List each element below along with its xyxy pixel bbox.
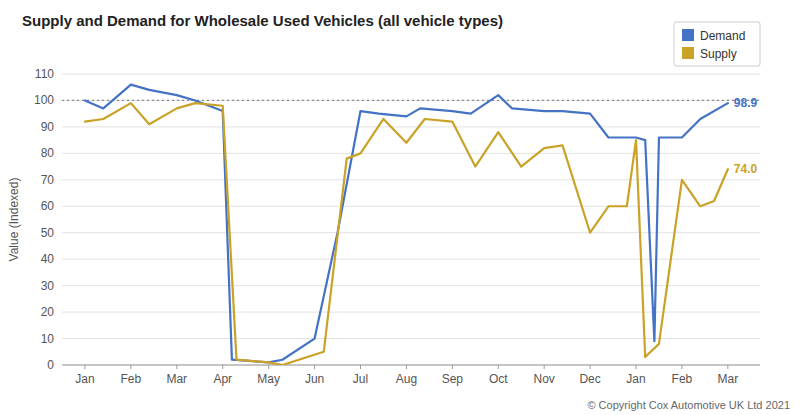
y-tick-label: 10 (41, 332, 55, 346)
series-line (85, 103, 728, 365)
x-tick (590, 365, 591, 369)
x-tick (406, 365, 407, 369)
x-tick-label: Jan (626, 372, 645, 386)
grid-line (62, 126, 760, 127)
grid (62, 74, 760, 365)
x-tick-label: Dec (579, 372, 600, 386)
grid-line (62, 232, 760, 233)
reference-line (62, 100, 760, 101)
x-tick (222, 365, 223, 369)
grid-line (62, 365, 760, 366)
series-line (85, 85, 728, 363)
grid-line (62, 100, 760, 101)
y-tick-label: 30 (41, 279, 55, 293)
grid-line (62, 74, 760, 75)
x-tick (176, 365, 177, 369)
y-tick-label: 90 (41, 120, 55, 134)
legend-label: Supply (700, 47, 737, 61)
y-tick-label: 70 (41, 173, 55, 187)
grid-line (62, 179, 760, 180)
x-tick (636, 365, 637, 369)
y-tick-label: 100 (34, 93, 54, 107)
x-tick (727, 365, 728, 369)
x-tick-label: Jan (75, 372, 94, 386)
x-axis-line (62, 365, 760, 366)
title: Supply and Demand for Wholesale Used Veh… (22, 12, 503, 29)
axes: 0 10 20 30 40 50 60 70 80 90 100 110 Jan Feb Mar Apr May… (7, 67, 760, 386)
x-tick (498, 365, 499, 369)
legend-swatch (682, 29, 694, 41)
x-tick (681, 365, 682, 369)
y-tick-label: 0 (47, 358, 54, 372)
x-tick-label: Mar (166, 372, 187, 386)
chart: Supply and Demand for Wholesale Used Veh… (0, 0, 800, 415)
y-tick-label: 40 (41, 252, 55, 266)
x-tick-label: Sep (442, 372, 464, 386)
y-tick-label: 50 (41, 226, 55, 240)
x-tick (130, 365, 131, 369)
end-label: 98.9 (734, 96, 758, 110)
y-axis-label: Value (Indexed) (7, 178, 21, 262)
x-tick-label: Aug (396, 372, 417, 386)
grid-line (62, 153, 760, 154)
x-tick-label: Jun (305, 372, 324, 386)
x-tick (452, 365, 453, 369)
end-label: 74.0 (734, 162, 758, 176)
x-tick (360, 365, 361, 369)
x-tick (544, 365, 545, 369)
legend-label: Demand (700, 29, 745, 43)
y-tick-label: 60 (41, 199, 55, 213)
caption: © Copyright Cox Automotive UK Ltd 2021 (587, 399, 790, 411)
x-tick-label: Mar (718, 372, 739, 386)
x-tick-label: Nov (533, 372, 554, 386)
x-tick (314, 365, 315, 369)
x-tick (268, 365, 269, 369)
y-tick-label: 80 (41, 146, 55, 160)
x-tick-label: Feb (672, 372, 693, 386)
plot-area (62, 85, 760, 365)
grid-line (62, 206, 760, 207)
legend-box (674, 22, 760, 66)
legend-swatch (682, 47, 694, 59)
x-tick-label: May (257, 372, 280, 386)
y-tick-label: 110 (35, 67, 54, 81)
x-tick-label: Oct (489, 372, 508, 386)
legend: Demand Supply (674, 22, 760, 66)
x-tick (84, 365, 85, 369)
x-tick-label: Jul (353, 372, 368, 386)
x-tick-label: Feb (121, 372, 142, 386)
y-tick-label: 20 (41, 305, 55, 319)
x-tick-label: Apr (213, 372, 232, 386)
annotations: 98.9 74.0 (734, 96, 758, 176)
